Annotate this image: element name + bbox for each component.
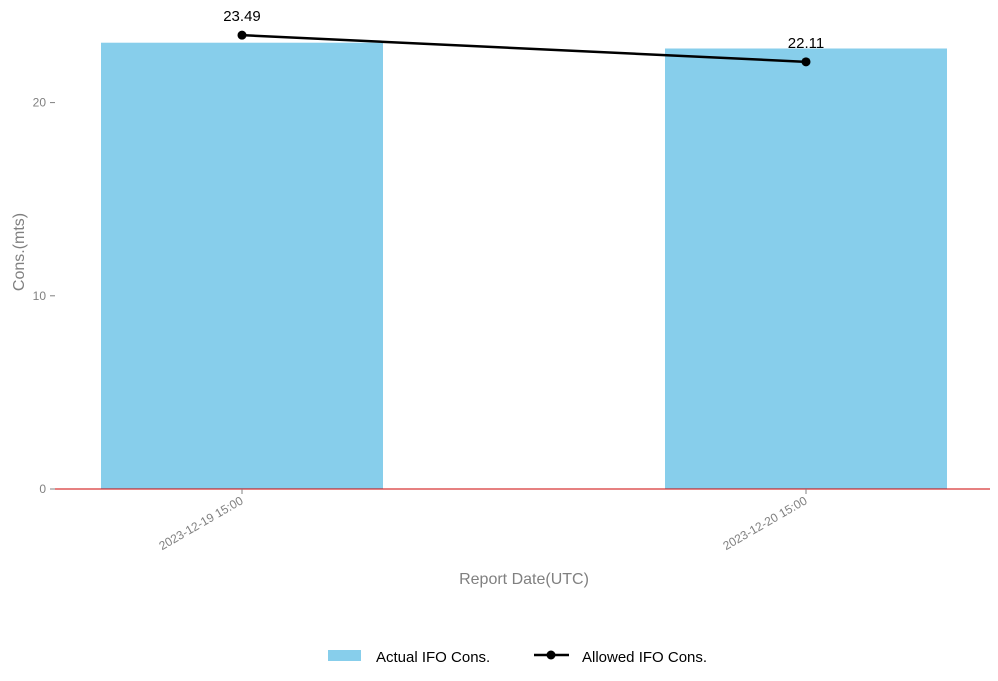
bar-actual-ifo-2 (665, 48, 947, 490)
x-axis-title: Report Date(UTC) (459, 571, 589, 588)
legend-swatch-actual-ifo (328, 650, 361, 661)
x-tick-label-1: 2023-12-19 15:00 (156, 493, 245, 553)
data-labels-layer: 23.49 22.11 (223, 8, 824, 52)
y-tick-label-20: 20 (33, 96, 47, 110)
x-axis: 2023-12-19 15:00 2023-12-20 15:00 (156, 489, 810, 553)
data-label-allowed-ifo-2: 22.11 (788, 35, 824, 52)
x-tick-label-2: 2023-12-20 15:00 (720, 493, 809, 553)
y-axis-title: Cons.(mts) (11, 213, 28, 291)
y-tick-label-10: 10 (33, 289, 47, 303)
bar-actual-ifo-1 (101, 42, 383, 489)
point-allowed-ifo-2 (801, 57, 811, 67)
legend-label-allowed-ifo: Allowed IFO Cons. (582, 649, 707, 666)
data-label-allowed-ifo-1: 23.49 (223, 8, 261, 25)
legend-marker-allowed-ifo (546, 650, 556, 660)
legend: Actual IFO Cons. Allowed IFO Cons. (328, 649, 707, 666)
y-axis: 0 10 20 (33, 96, 55, 496)
line-allowed-ifo (241, 33, 807, 64)
legend-label-actual-ifo: Actual IFO Cons. (376, 649, 490, 666)
bars-layer (101, 42, 947, 490)
line-series-layer (237, 30, 811, 67)
point-allowed-ifo-1 (237, 30, 247, 40)
y-tick-label-0: 0 (39, 482, 46, 496)
